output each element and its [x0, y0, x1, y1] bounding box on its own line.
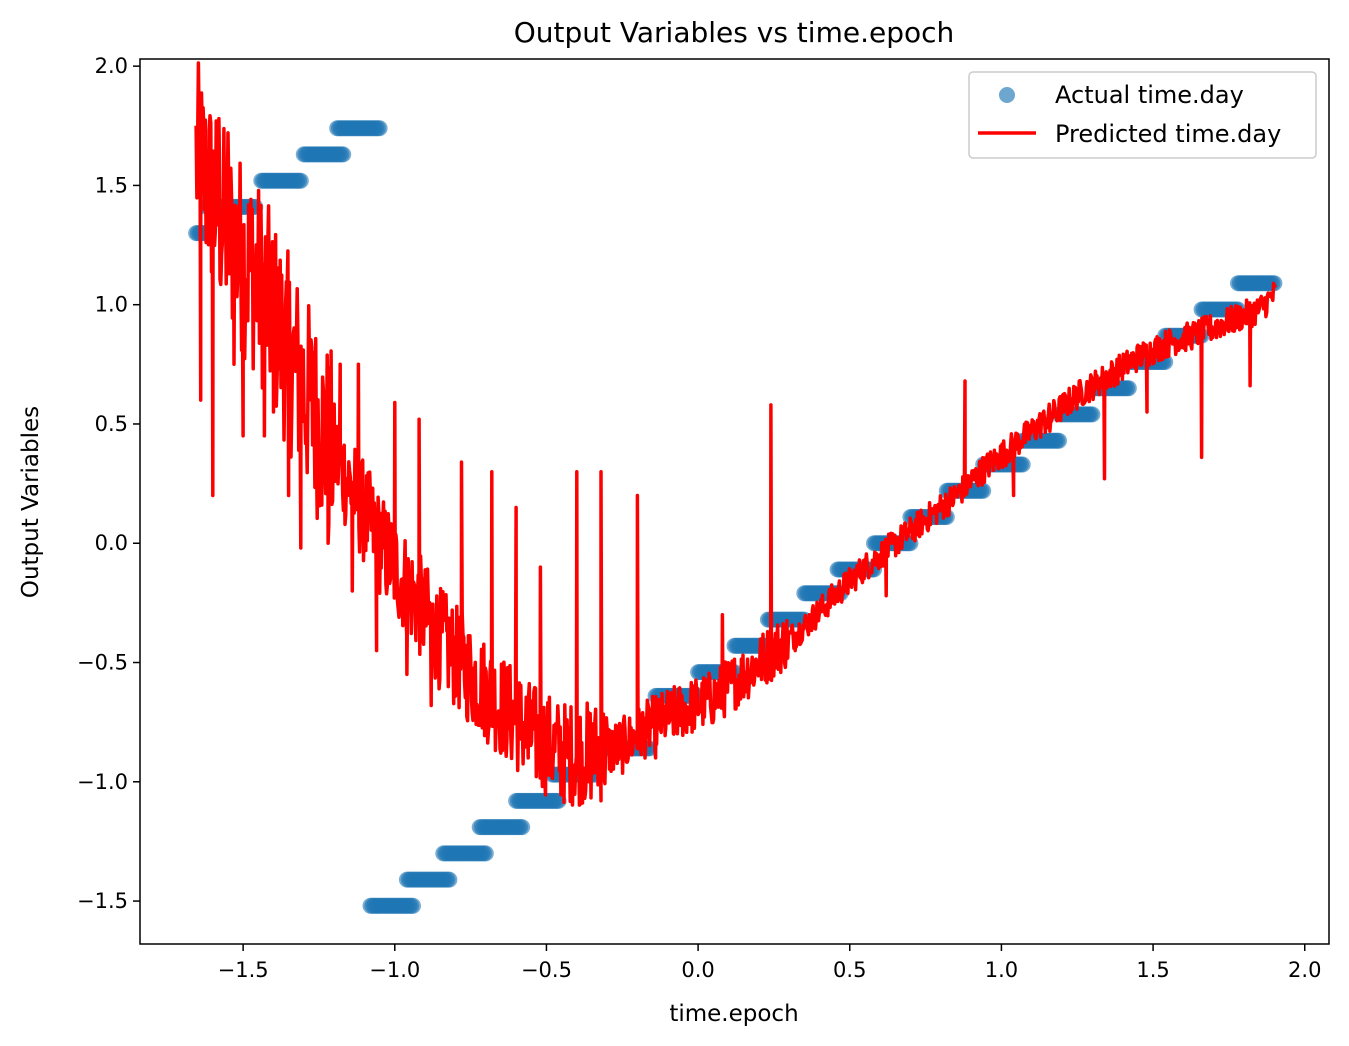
y-tick-label: 1.5	[95, 173, 128, 197]
actual-point	[441, 871, 458, 888]
x-tick-label: 0.5	[833, 958, 866, 982]
legend-frame	[968, 71, 1317, 159]
x-axis-label: time.epoch	[669, 1001, 798, 1027]
actual-point	[371, 120, 388, 137]
x-tick-label: 0.0	[681, 958, 714, 982]
actual-point	[1051, 432, 1067, 449]
y-tick-label: −0.5	[77, 651, 128, 675]
x-tick-label: −1.5	[218, 958, 269, 982]
actual-point	[1120, 380, 1137, 397]
y-tick-label: −1.5	[77, 889, 128, 913]
x-tick-label: 1.0	[985, 958, 1018, 982]
actual-point	[1014, 456, 1031, 473]
y-axis-ticks: −1.5 −1.0 −0.5 0.0 0.5 1.0 1.5 2.0	[77, 54, 140, 913]
y-tick-label: 0.0	[95, 531, 128, 555]
actual-point	[514, 819, 531, 836]
y-axis-label: Output Variables	[18, 406, 44, 598]
chart-title: Output Variables vs time.epoch	[514, 16, 955, 49]
y-tick-label: 0.5	[95, 412, 128, 436]
y-tick-label: 2.0	[95, 54, 128, 78]
plot-frame	[139, 58, 1330, 945]
actual-point	[405, 897, 421, 914]
x-tick-label: −0.5	[521, 958, 572, 982]
y-tick-label: −1.0	[77, 770, 128, 794]
legend-label-actual: Actual time.day	[1055, 81, 1244, 109]
actual-point	[292, 172, 309, 189]
x-tick-label: −1.0	[369, 958, 420, 982]
plot-marks	[188, 61, 1283, 914]
legend: Actual time.day Predicted time.day	[968, 71, 1317, 159]
legend-marker-actual	[999, 87, 1015, 103]
x-tick-label: 2.0	[1288, 958, 1321, 982]
y-tick-label: 1.0	[95, 293, 128, 317]
x-axis-ticks: −1.5 −1.0 −0.5 0.0 0.5 1.0 1.5 2.0	[218, 944, 1321, 982]
actual-point	[1084, 406, 1101, 423]
actual-point	[335, 146, 352, 163]
predicted-line	[194, 61, 1278, 807]
x-tick-label: 1.5	[1136, 958, 1169, 982]
legend-label-predicted: Predicted time.day	[1055, 120, 1281, 148]
actual-point	[477, 845, 494, 862]
